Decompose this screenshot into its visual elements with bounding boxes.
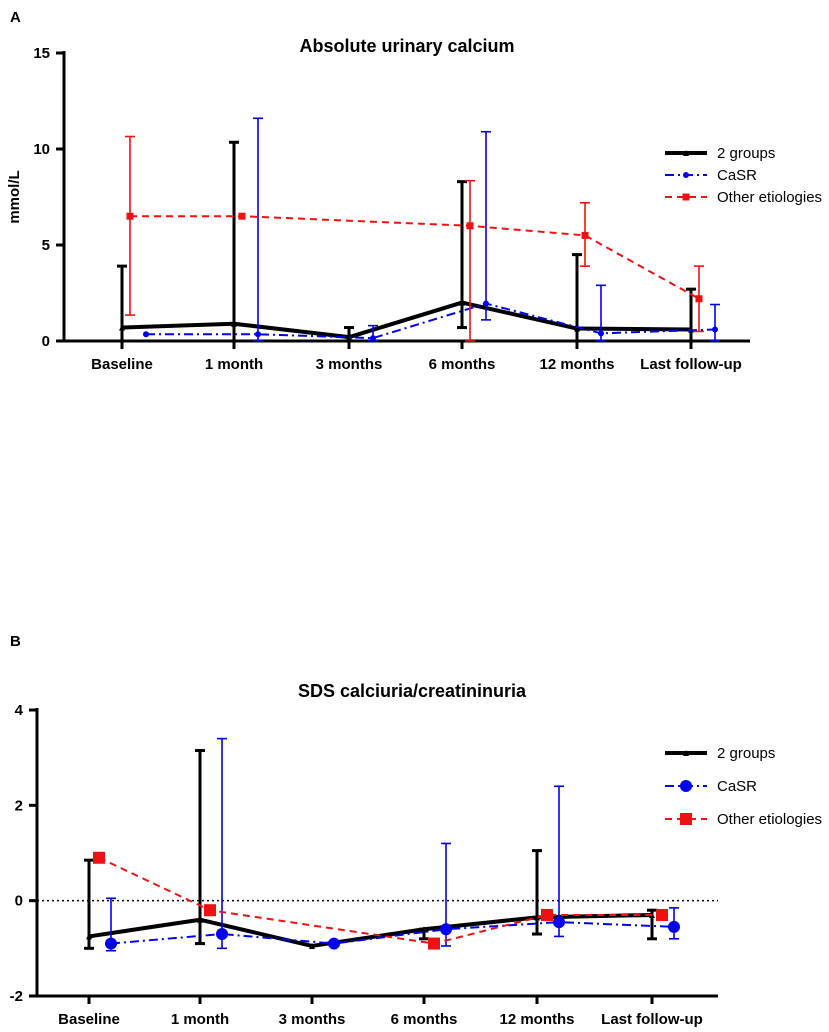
data-point	[428, 937, 440, 950]
legend-marker	[683, 172, 689, 178]
data-point	[712, 326, 718, 333]
data-point	[143, 331, 149, 338]
y-tick-label: 4	[15, 702, 24, 719]
data-point	[541, 908, 553, 921]
legend-label: 2 groups	[717, 745, 775, 762]
data-point	[581, 231, 589, 239]
series-line	[88, 912, 653, 948]
legend-marker	[680, 780, 692, 792]
y-tick-label: 0	[42, 333, 50, 350]
chart-panel-a: A Absolute urinary calcium mmol/L 0 5 10 15 Bas…	[6, 9, 822, 373]
data-point	[483, 300, 489, 307]
x-tick-label: 12 months	[539, 356, 614, 373]
data-point	[598, 330, 604, 337]
chart-panel-b: B SDS calciuria/creatininuria -2 0 2 4 Baselin…	[10, 633, 822, 1028]
chart-title: SDS calciuria/creatininuria	[298, 681, 527, 701]
data-point	[238, 212, 246, 220]
panel-letter: A	[10, 9, 21, 26]
legend-marker	[683, 750, 689, 756]
y-tick-label: 0	[15, 893, 23, 910]
series-line	[121, 300, 692, 340]
data-point	[86, 933, 92, 940]
x-tick-label: 1 month	[205, 356, 263, 373]
legend-label: CaSR	[717, 167, 757, 184]
data-point	[204, 904, 216, 917]
x-tick-label: 12 months	[499, 1011, 574, 1028]
data-point	[216, 928, 228, 941]
x-tick-label: 6 months	[429, 356, 496, 373]
x-tick-label: 6 months	[391, 1011, 458, 1028]
x-tick-label: 1 month	[171, 1011, 229, 1028]
x-tick-label: 3 months	[279, 1011, 346, 1028]
x-tick-label: Last follow-up	[601, 1011, 703, 1028]
data-point	[459, 299, 465, 306]
data-point	[656, 908, 668, 921]
data-point	[574, 325, 580, 332]
data-point	[668, 920, 680, 933]
chart-title: Absolute urinary calcium	[299, 36, 514, 56]
legend-label: Other etiologies	[717, 811, 822, 828]
legend-marker	[680, 813, 692, 825]
x-tick-label: Last follow-up	[640, 356, 742, 373]
data-point	[93, 851, 105, 864]
series-line	[130, 215, 700, 300]
data-point	[534, 914, 540, 921]
data-point	[309, 942, 315, 949]
y-tick-label: 5	[42, 237, 50, 254]
legend-label: CaSR	[717, 778, 757, 795]
data-point	[370, 335, 376, 342]
legend: 2 groups CaSR Other etiologies	[665, 745, 822, 828]
legend-marker	[682, 193, 690, 201]
legend: 2 groups CaSR Other etiologies	[665, 145, 822, 206]
y-tick-label: 2	[15, 797, 23, 814]
data-point	[553, 916, 565, 929]
legend-marker	[683, 150, 689, 156]
data-point	[466, 222, 474, 230]
y-tick-label: -2	[10, 988, 23, 1005]
legend-label: 2 groups	[717, 145, 775, 162]
y-tick-label: 10	[33, 141, 50, 158]
data-point	[328, 937, 340, 950]
data-point	[255, 331, 261, 338]
data-point	[231, 320, 237, 327]
data-point	[197, 916, 203, 923]
x-tick-label: Baseline	[58, 1011, 120, 1028]
data-point	[126, 212, 134, 220]
y-axis-label: mmol/L	[6, 170, 23, 223]
data-point	[695, 295, 703, 303]
panel-letter: B	[10, 633, 21, 650]
x-tick-label: 3 months	[316, 356, 383, 373]
data-point	[421, 926, 427, 933]
data-point	[440, 923, 452, 936]
legend-label: Other etiologies	[717, 189, 822, 206]
data-point	[119, 324, 125, 331]
y-tick-label: 15	[33, 45, 50, 62]
x-tick-label: Baseline	[91, 356, 153, 373]
data-point	[105, 937, 117, 950]
series-line	[146, 302, 716, 340]
